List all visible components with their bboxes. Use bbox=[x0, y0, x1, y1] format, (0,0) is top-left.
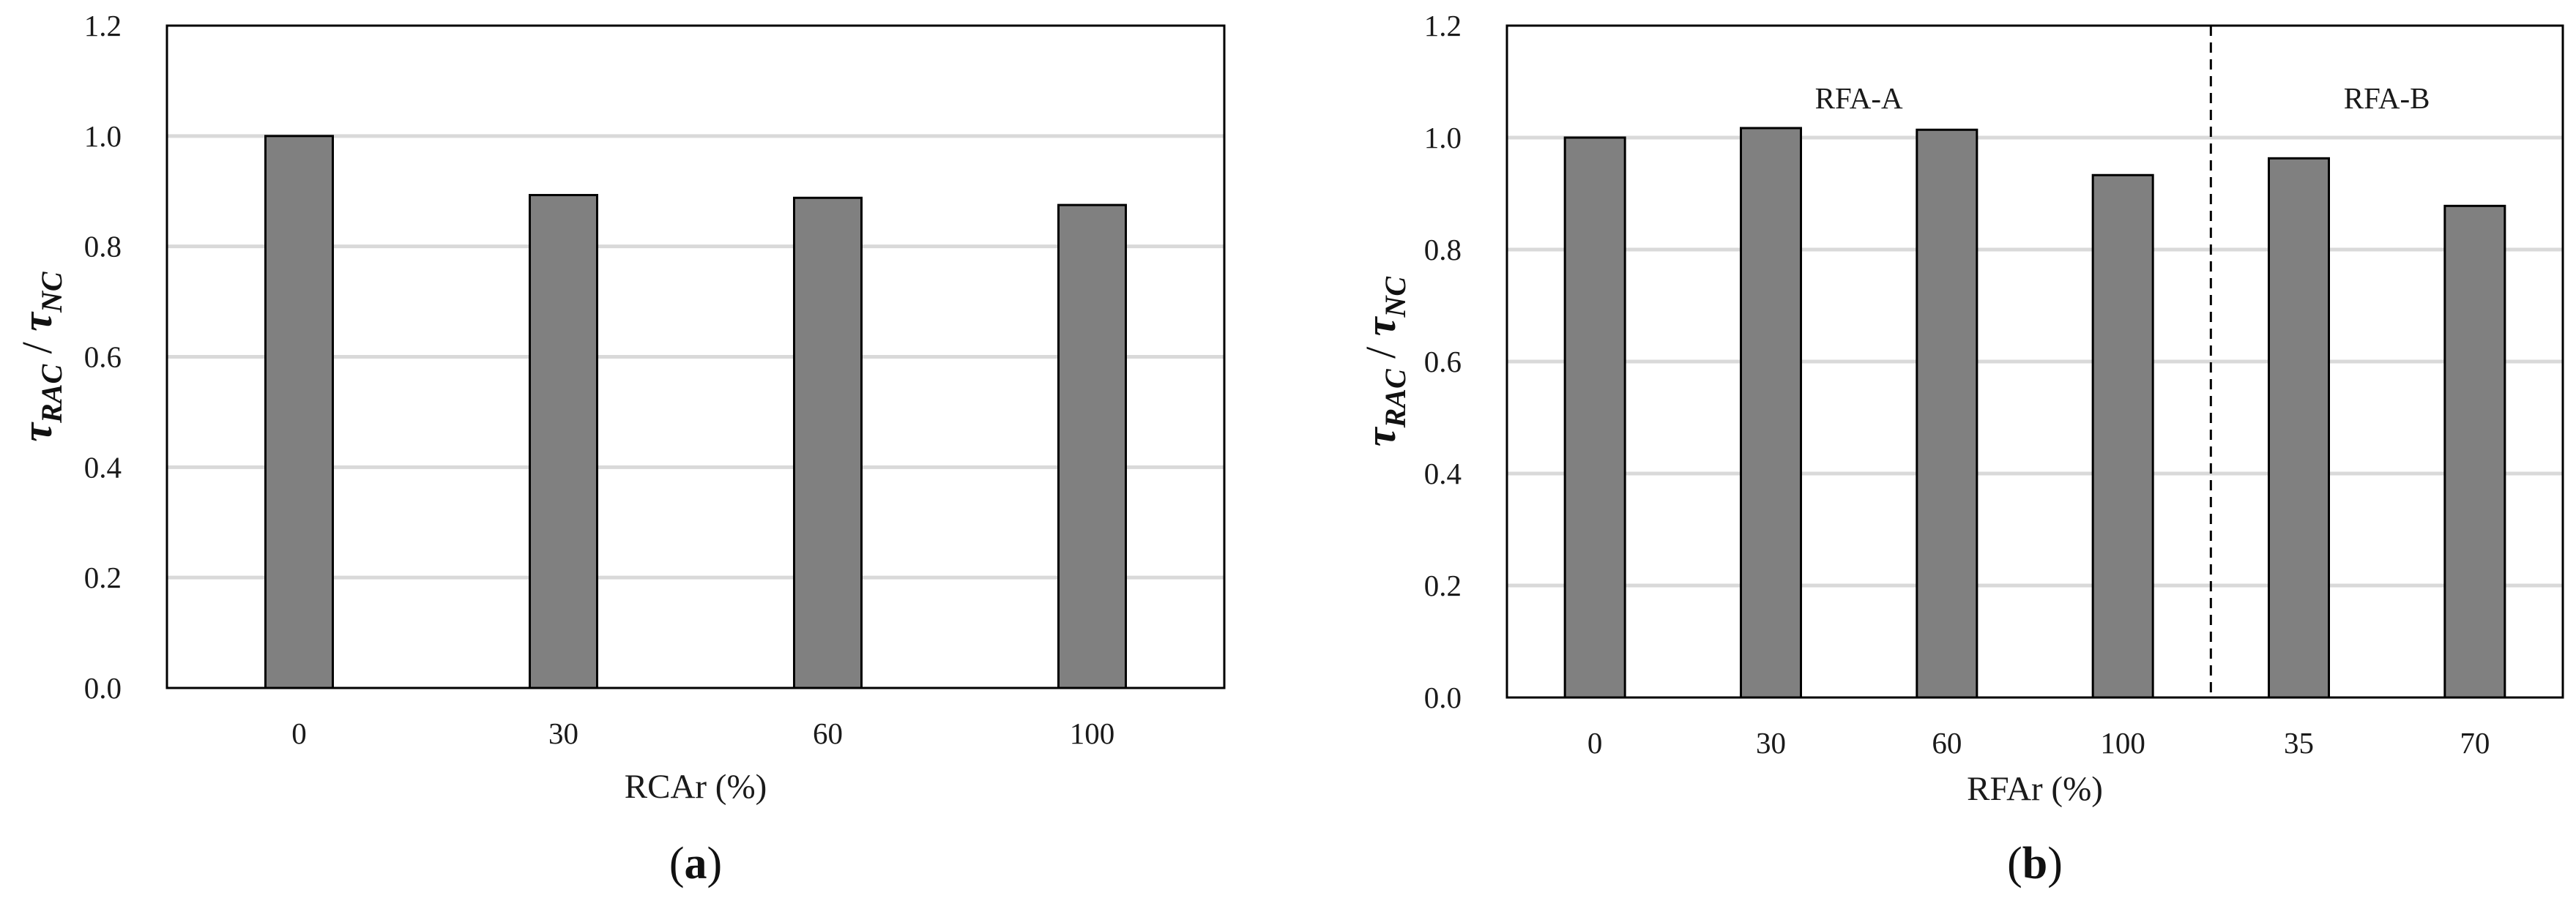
y-tick-label: 0.4 bbox=[84, 450, 122, 484]
bar bbox=[529, 194, 598, 689]
x-tick-label: 100 bbox=[2100, 726, 2145, 760]
bar bbox=[1057, 203, 1127, 689]
bar bbox=[2443, 204, 2506, 699]
y-tick-label: 0.8 bbox=[84, 230, 122, 263]
y-tick-labels-b: 0.0 0.2 0.4 0.6 0.8 1.0 1.2 bbox=[1424, 9, 1462, 714]
bars-b bbox=[1563, 127, 2506, 699]
x-tick-label: 30 bbox=[548, 717, 578, 750]
group-label-rfa-b: RFA-B bbox=[2344, 81, 2430, 115]
y-tick-labels-a: 0.0 0.2 0.4 0.6 0.8 1.0 1.2 bbox=[84, 9, 122, 705]
gridlines-b bbox=[1507, 135, 2563, 588]
y-axis-title-a: τRAC / τNC bbox=[13, 271, 68, 442]
x-axis-title-a: RCAr (%) bbox=[625, 768, 767, 806]
gridlines-a bbox=[167, 134, 1224, 580]
x-tick-label: 60 bbox=[813, 717, 843, 750]
y-axis-title-b: τRAC / τNC bbox=[1357, 276, 1412, 447]
panel-label-a: (a) bbox=[669, 839, 722, 889]
panel-label-b: (b) bbox=[2007, 839, 2063, 889]
y-tick-label: 0.0 bbox=[1424, 681, 1462, 714]
y-tick-label: 0.2 bbox=[84, 561, 122, 594]
y-tick-label: 1.0 bbox=[1424, 121, 1462, 154]
plot-frame-a bbox=[165, 24, 1226, 689]
y-tick-label: 0.8 bbox=[1424, 233, 1462, 266]
y-tick-label: 0.4 bbox=[1424, 457, 1462, 490]
bar bbox=[1563, 136, 1626, 699]
bar bbox=[1916, 128, 1978, 699]
x-tick-label: 0 bbox=[1587, 726, 1603, 760]
bars-a bbox=[264, 135, 1127, 689]
group-label-rfa-a: RFA-A bbox=[1815, 81, 1903, 115]
x-tick-label: 60 bbox=[1932, 726, 1962, 760]
x-tick-labels-b: 0 30 60 100 35 70 bbox=[1587, 726, 2490, 760]
bar bbox=[2268, 157, 2330, 699]
plot-frame-b bbox=[1505, 24, 2564, 699]
bar bbox=[1740, 127, 1802, 699]
y-tick-label: 1.2 bbox=[84, 9, 122, 42]
chart-panel-b: RFA-A RFA-B 0.0 0.2 0.4 0.6 0.8 1.0 1.2 0 30 60 1… bbox=[1357, 9, 2564, 889]
x-tick-label: 0 bbox=[291, 717, 307, 750]
y-tick-label: 0.2 bbox=[1424, 569, 1462, 602]
bar bbox=[264, 135, 334, 689]
y-tick-label: 0.6 bbox=[1424, 345, 1462, 378]
x-tick-label: 100 bbox=[1070, 717, 1115, 750]
x-tick-label: 30 bbox=[1756, 726, 1786, 760]
x-tick-labels-a: 0 30 60 100 bbox=[291, 717, 1114, 750]
bar bbox=[793, 196, 863, 689]
y-tick-label: 1.0 bbox=[84, 119, 122, 153]
chart-panel-a: 0.00.20.40.60.81.01.2 0 30 60 100 RCAr (%) … bbox=[13, 9, 1226, 889]
bar bbox=[2091, 173, 2154, 699]
x-tick-label: 35 bbox=[2284, 726, 2314, 760]
x-tick-label: 70 bbox=[2460, 726, 2490, 760]
y-tick-label: 0.6 bbox=[84, 340, 122, 374]
x-axis-title-b: RFAr (%) bbox=[1967, 770, 2103, 808]
y-tick-label: 1.2 bbox=[1424, 9, 1462, 42]
y-tick-label: 0.0 bbox=[84, 671, 122, 705]
